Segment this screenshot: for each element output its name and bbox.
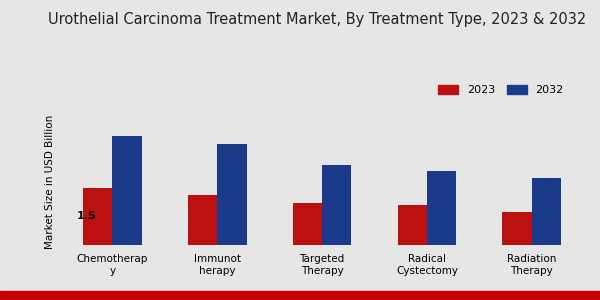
Y-axis label: Market Size in USD Billion: Market Size in USD Billion — [45, 115, 55, 249]
Bar — [502, 212, 532, 245]
Bar — [83, 188, 112, 245]
Bar — [112, 136, 142, 245]
Text: 1.5: 1.5 — [77, 211, 97, 221]
Bar — [322, 165, 352, 245]
Bar — [532, 178, 561, 245]
Text: Urothelial Carcinoma Treatment Market, By Treatment Type, 2023 & 2032: Urothelial Carcinoma Treatment Market, B… — [48, 12, 586, 27]
Bar — [217, 144, 247, 245]
Bar — [427, 171, 456, 245]
Bar — [293, 203, 322, 245]
Bar — [398, 205, 427, 245]
Bar — [188, 195, 217, 245]
Legend: 2023, 2032: 2023, 2032 — [438, 85, 563, 95]
